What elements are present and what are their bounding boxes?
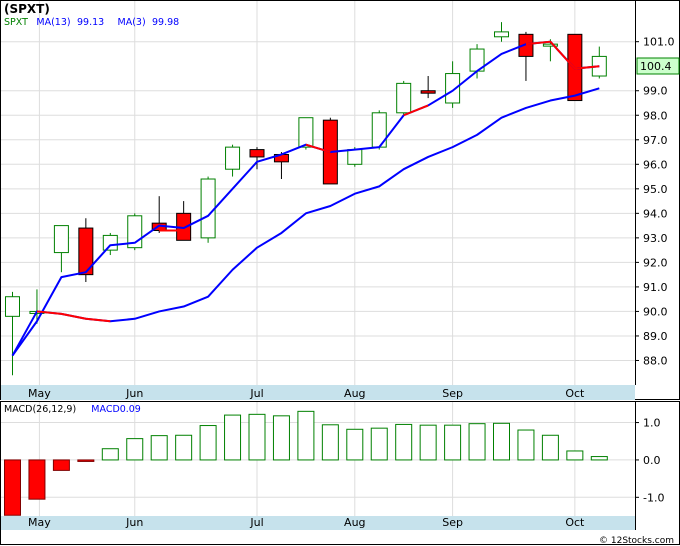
- moving-averages: [11, 40, 600, 357]
- macd-bar: [126, 438, 144, 461]
- price-tick-label: 89.0: [643, 330, 668, 343]
- macd-bar: [419, 424, 437, 461]
- price-legend: SPXT MA(13) 99.13 MA(3) 99.98: [4, 17, 179, 28]
- price-tick-label: 90.0: [643, 305, 668, 318]
- candle-body: [420, 90, 436, 94]
- macd-bar: [590, 456, 608, 461]
- macd-y-ticks: 1.0 0.0 -1.0: [635, 417, 664, 504]
- legend-label: MA(13): [36, 17, 70, 28]
- legend-value: 0.09: [120, 404, 141, 415]
- candle-body: [494, 31, 509, 38]
- macd-bar: [517, 429, 535, 461]
- macd-bar: [346, 428, 364, 461]
- macd-bar: [468, 423, 486, 461]
- legend-label: MACD(26,12,9): [4, 404, 76, 415]
- month-label: Aug: [344, 387, 365, 400]
- price-xaxis-band: [1, 385, 635, 400]
- macd-x-labels: May Jun Jul Aug Sep Oct: [28, 516, 585, 529]
- candle-body: [518, 33, 534, 57]
- macd-bar: [493, 422, 510, 461]
- price-tick-label: 98.0: [643, 109, 668, 122]
- macd-bar: [248, 413, 266, 461]
- legend-label: MACD: [91, 404, 119, 415]
- month-label: Jun: [125, 387, 143, 400]
- ma3-red-segment: [403, 104, 429, 117]
- macd-tick-label: -1.0: [643, 491, 664, 504]
- price-tick-label: 96.0: [643, 158, 668, 171]
- month-label: Jul: [249, 516, 263, 529]
- macd-xaxis-band: [1, 516, 635, 530]
- month-label: Jul: [249, 387, 263, 400]
- candle-body: [249, 149, 265, 158]
- price-tick-label: 99.0: [643, 85, 668, 98]
- macd-bar: [4, 459, 21, 516]
- macd-bar: [321, 424, 339, 461]
- macd-bars: [4, 410, 608, 516]
- candlesticks: [5, 22, 607, 376]
- ma3-red-segment: [36, 310, 111, 323]
- macd-bar: [224, 414, 242, 461]
- last-price-box: [636, 57, 680, 75]
- macd-bar: [28, 459, 46, 500]
- month-label: May: [28, 516, 51, 529]
- candle-body: [200, 178, 216, 239]
- macd-bar: [297, 410, 315, 461]
- ma3-red-segment: [525, 40, 600, 70]
- macd-bar: [566, 450, 584, 461]
- price-tick-label: 94.0: [643, 207, 668, 220]
- macd-bar: [370, 427, 388, 461]
- ma3-red-segment: [305, 143, 331, 153]
- price-gridlines: [1, 1, 635, 385]
- legend-label: MA(3): [118, 17, 146, 28]
- macd-tick-label: 1.0: [643, 417, 661, 430]
- candle-body: [102, 234, 118, 251]
- price-x-labels: May Jun Jul Aug Sep Oct: [28, 387, 585, 400]
- legend-value: 99.13: [77, 17, 104, 28]
- candle-body: [445, 73, 461, 104]
- month-label: Aug: [344, 516, 365, 529]
- macd-bar: [395, 423, 413, 461]
- month-label: Oct: [565, 387, 585, 400]
- ma13-line: [11, 40, 600, 357]
- price-tick-label: 93.0: [643, 232, 668, 245]
- candle-body: [225, 146, 241, 170]
- macd-bar: [77, 459, 95, 462]
- macd-tick-label: 0.0: [643, 454, 661, 467]
- price-tick-label: 101.0: [643, 36, 675, 49]
- macd-bar: [175, 434, 193, 461]
- candle-body: [5, 296, 20, 317]
- watermark: © 12Stocks.com: [599, 536, 674, 546]
- candle-body: [542, 43, 558, 47]
- price-y-ticks: 88.0 89.0 90.0 91.0 92.0 93.0 94.0 95.0 96.0 97.0…: [635, 36, 675, 367]
- ticker-title: (SPXT): [4, 2, 50, 16]
- price-tick-label: 95.0: [643, 183, 668, 196]
- price-tick-label: 97.0: [643, 134, 668, 147]
- legend-value: 99.98: [152, 17, 179, 28]
- candle-body: [396, 82, 412, 114]
- month-label: Oct: [565, 516, 585, 529]
- month-label: Sep: [442, 387, 463, 400]
- month-label: Sep: [442, 516, 463, 529]
- candle-body: [347, 149, 363, 165]
- month-label: May: [28, 387, 51, 400]
- last-price-label: 100.4: [640, 60, 672, 73]
- price-tick-label: 91.0: [643, 281, 668, 294]
- macd-bar: [101, 448, 119, 461]
- macd-bar: [199, 425, 217, 461]
- candle-body: [53, 225, 69, 254]
- macd-bar: [444, 424, 462, 461]
- macd-gridlines: [1, 402, 635, 516]
- candle-body: [78, 227, 94, 276]
- candle-body: [298, 117, 314, 148]
- macd-bar: [150, 435, 168, 461]
- price-tick-label: 92.0: [643, 256, 668, 269]
- macd-bar: [272, 415, 290, 461]
- macd-bar: [52, 459, 70, 471]
- price-tick-label: 88.0: [643, 354, 668, 367]
- legend-label: SPXT: [4, 17, 28, 28]
- macd-bar: [541, 434, 559, 461]
- macd-legend: MACD(26,12,9) MACD 0.09: [4, 404, 141, 415]
- month-label: Jun: [125, 516, 143, 529]
